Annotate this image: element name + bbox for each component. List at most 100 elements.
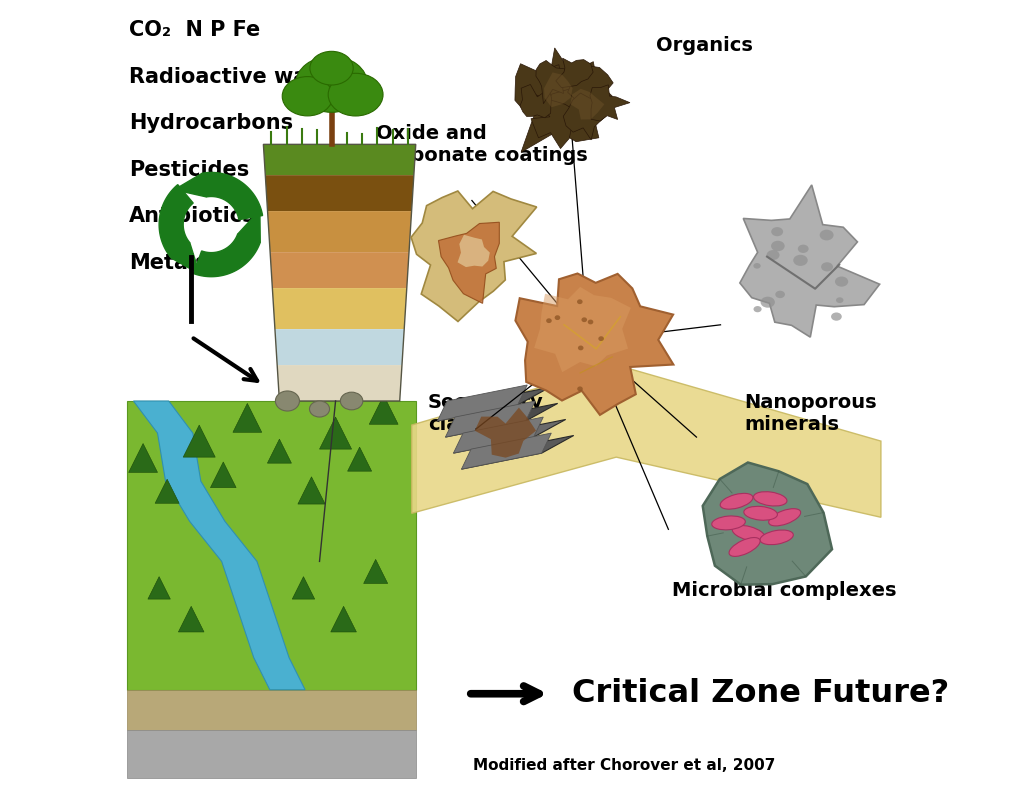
Ellipse shape <box>310 51 353 85</box>
Polygon shape <box>147 577 170 599</box>
Polygon shape <box>298 476 326 504</box>
Text: Oxide and
carbonate coatings: Oxide and carbonate coatings <box>376 124 588 165</box>
Ellipse shape <box>754 492 787 506</box>
Ellipse shape <box>775 290 785 298</box>
Polygon shape <box>272 288 407 329</box>
Text: Hydrocarbons: Hydrocarbons <box>129 113 293 133</box>
Polygon shape <box>174 173 207 197</box>
Polygon shape <box>702 463 833 585</box>
Ellipse shape <box>309 401 330 417</box>
Polygon shape <box>563 93 606 140</box>
Ellipse shape <box>771 227 783 237</box>
Polygon shape <box>462 435 573 469</box>
Ellipse shape <box>712 516 745 530</box>
Polygon shape <box>515 63 572 110</box>
Ellipse shape <box>729 537 760 557</box>
Ellipse shape <box>578 346 584 350</box>
Polygon shape <box>347 448 372 472</box>
Polygon shape <box>567 66 616 117</box>
Polygon shape <box>155 479 179 504</box>
Polygon shape <box>437 387 550 421</box>
Ellipse shape <box>275 391 299 411</box>
Polygon shape <box>521 48 612 152</box>
Polygon shape <box>544 72 572 107</box>
Polygon shape <box>454 417 544 453</box>
Polygon shape <box>364 560 388 584</box>
Polygon shape <box>454 419 565 453</box>
Ellipse shape <box>794 255 808 266</box>
Polygon shape <box>232 403 262 432</box>
Polygon shape <box>412 365 881 517</box>
Polygon shape <box>194 234 260 277</box>
Polygon shape <box>159 184 194 258</box>
Ellipse shape <box>836 298 844 303</box>
Polygon shape <box>570 89 604 119</box>
Polygon shape <box>183 425 215 457</box>
Polygon shape <box>270 252 409 288</box>
Polygon shape <box>127 730 416 778</box>
Polygon shape <box>129 444 158 472</box>
Polygon shape <box>535 287 631 372</box>
Polygon shape <box>263 144 416 175</box>
Ellipse shape <box>743 506 777 520</box>
Ellipse shape <box>760 530 794 545</box>
Polygon shape <box>475 407 536 458</box>
Polygon shape <box>515 273 674 415</box>
Text: Microbial complexes: Microbial complexes <box>673 581 897 601</box>
Polygon shape <box>178 606 204 632</box>
Ellipse shape <box>754 263 761 269</box>
Ellipse shape <box>296 56 368 112</box>
Polygon shape <box>462 433 551 469</box>
Polygon shape <box>411 191 537 322</box>
Ellipse shape <box>340 392 362 410</box>
Ellipse shape <box>761 297 775 308</box>
Ellipse shape <box>831 313 842 321</box>
Polygon shape <box>520 84 552 118</box>
Ellipse shape <box>769 508 801 526</box>
Polygon shape <box>458 235 489 267</box>
Ellipse shape <box>821 262 833 271</box>
Polygon shape <box>127 401 416 690</box>
Ellipse shape <box>328 73 383 116</box>
Text: Modified after Chorover et al, 2007: Modified after Chorover et al, 2007 <box>473 759 775 773</box>
Ellipse shape <box>546 318 552 323</box>
Polygon shape <box>127 690 416 730</box>
Polygon shape <box>238 210 260 242</box>
Polygon shape <box>319 417 351 449</box>
Polygon shape <box>445 403 558 437</box>
Polygon shape <box>370 395 398 424</box>
Polygon shape <box>556 59 593 87</box>
Polygon shape <box>274 329 404 365</box>
Ellipse shape <box>771 241 784 251</box>
Ellipse shape <box>283 77 333 116</box>
Polygon shape <box>740 185 880 337</box>
Polygon shape <box>536 60 565 103</box>
Polygon shape <box>202 172 262 220</box>
Ellipse shape <box>588 319 593 324</box>
Ellipse shape <box>598 336 604 341</box>
Polygon shape <box>437 385 527 421</box>
Ellipse shape <box>578 387 583 391</box>
Polygon shape <box>331 606 356 632</box>
Text: Nanoporous
minerals: Nanoporous minerals <box>744 393 878 434</box>
Ellipse shape <box>732 525 765 541</box>
Ellipse shape <box>582 318 587 322</box>
Polygon shape <box>438 222 500 303</box>
Polygon shape <box>267 439 292 464</box>
Polygon shape <box>292 577 314 599</box>
Text: Critical Zone Future?: Critical Zone Future? <box>572 678 949 709</box>
Ellipse shape <box>835 277 848 286</box>
Ellipse shape <box>555 315 560 320</box>
Polygon shape <box>133 401 305 690</box>
Polygon shape <box>211 462 237 488</box>
Text: Organics: Organics <box>656 36 754 55</box>
Polygon shape <box>590 85 630 121</box>
Text: Pesticides: Pesticides <box>129 160 249 180</box>
Ellipse shape <box>577 299 583 304</box>
Ellipse shape <box>754 306 762 312</box>
Ellipse shape <box>798 245 809 253</box>
Text: Radioactive waste: Radioactive waste <box>129 67 344 87</box>
Ellipse shape <box>720 493 753 509</box>
Ellipse shape <box>767 250 779 260</box>
Polygon shape <box>445 401 536 437</box>
